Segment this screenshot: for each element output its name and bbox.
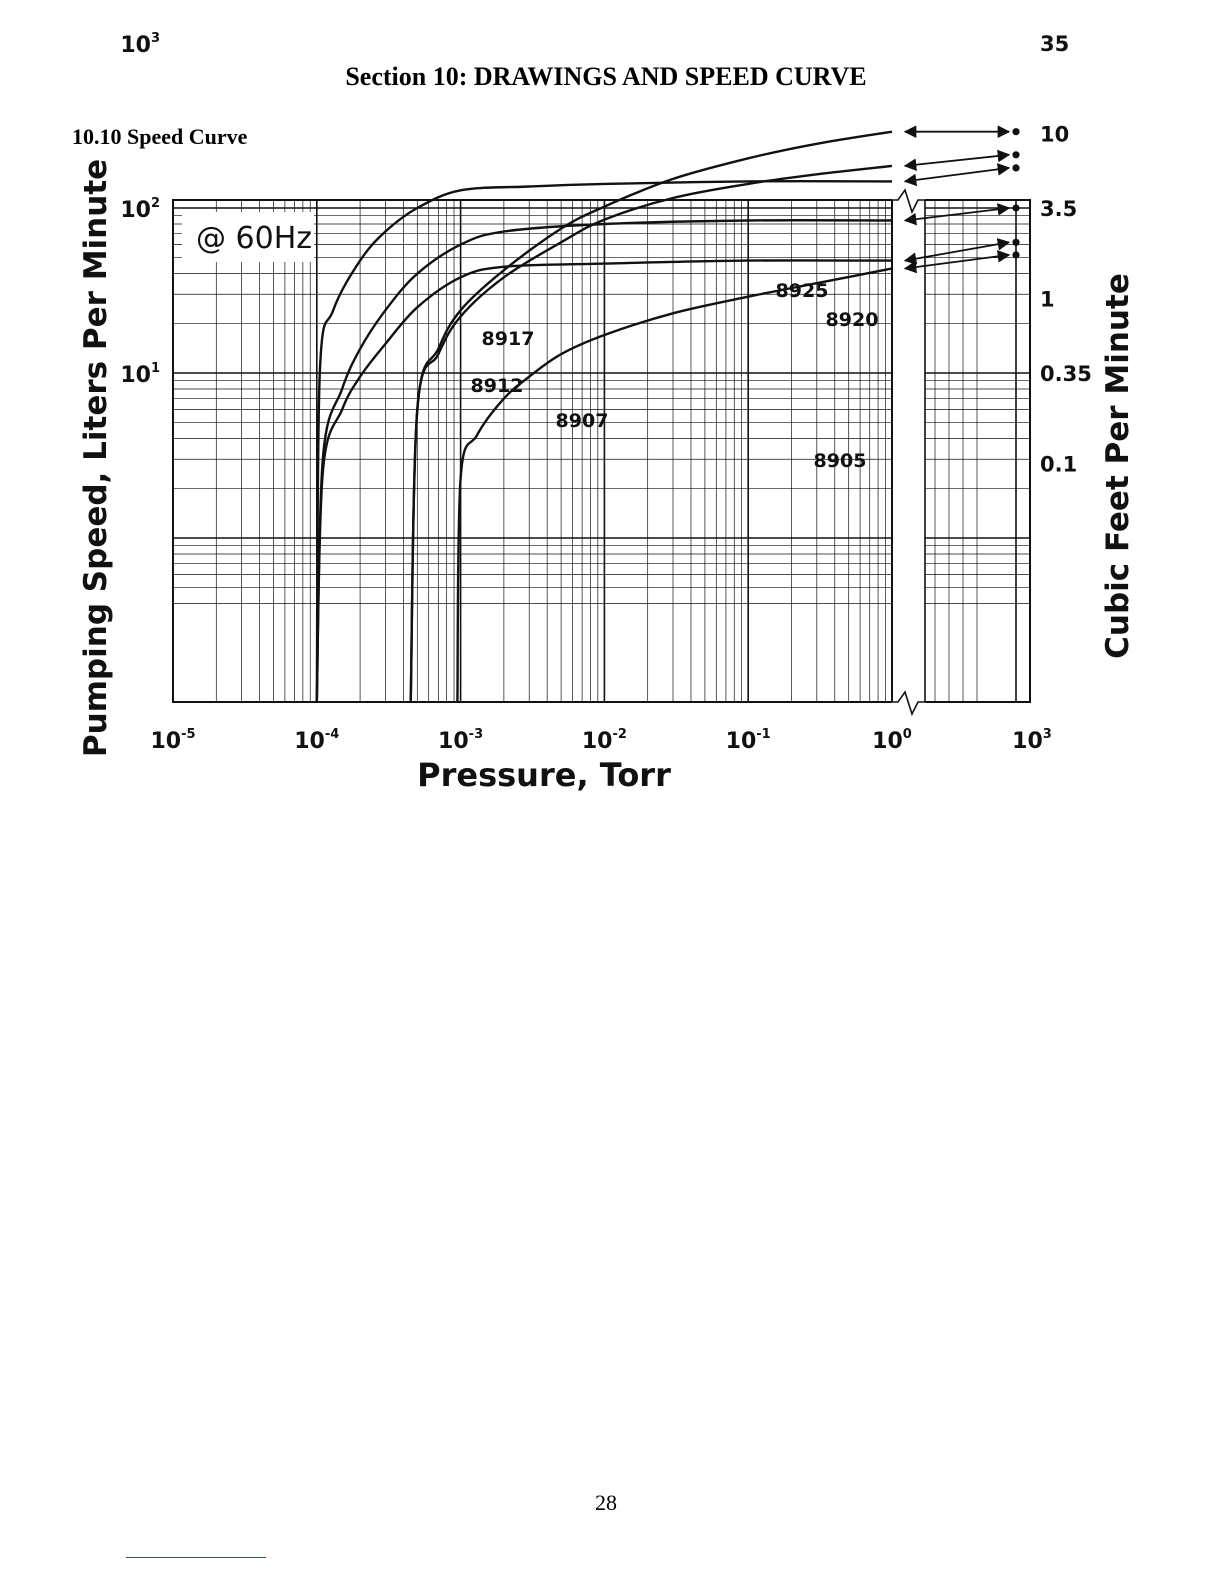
axis-break-mark-bottom xyxy=(890,690,927,717)
series-label-8925: 8925 xyxy=(776,280,829,302)
series-line-8917 xyxy=(315,180,893,703)
x-tick-label: 10-5 xyxy=(150,727,195,754)
x-tick-label: 10-2 xyxy=(582,727,627,754)
x-tick-label: 10-1 xyxy=(726,727,771,754)
series-line-8912 xyxy=(315,219,893,703)
x-tick-label: 103 xyxy=(1012,727,1052,754)
speed-curve-chart: @ 60Hz 8925 8920 8917 8912 8907 8905 10-5 10-4… xyxy=(78,31,1136,794)
atmosphere-point-8920 xyxy=(1012,151,1020,159)
tick-labels: 10-5 10-4 10-3 10-2 10-1 100 103 103 102 101 35 10 3… xyxy=(120,31,1092,754)
plot-frame xyxy=(172,199,1031,703)
atmosphere-arrows xyxy=(903,125,1020,274)
axis-break-gap xyxy=(892,196,925,706)
page-number: 28 xyxy=(595,1490,617,1515)
series-label-8920: 8920 xyxy=(826,309,879,331)
atmosphere-arrow-8917 xyxy=(903,163,1011,187)
series-labels: 8925 8920 8917 8912 8907 8905 xyxy=(471,280,879,472)
series-label-8907: 8907 xyxy=(556,410,609,432)
x-axis-label: Pressure, Torr xyxy=(417,756,671,794)
y-tick-label: 101 xyxy=(120,361,160,388)
series-label-8905: 8905 xyxy=(814,450,867,472)
x-tick-label: 10-4 xyxy=(294,727,339,754)
atmosphere-point-8925 xyxy=(1012,128,1020,136)
y-axis-right-label: Cubic Feet Per Minute xyxy=(1100,273,1136,659)
atmosphere-arrow-8905 xyxy=(903,250,1011,274)
atmosphere-arrow-8912 xyxy=(903,203,1011,226)
x-tick-label: 10-3 xyxy=(438,727,483,754)
footer-rule xyxy=(126,1557,266,1558)
y-tick-label: 103 xyxy=(120,31,160,58)
series-label-8912: 8912 xyxy=(471,375,524,397)
y-right-tick-label: 10 xyxy=(1040,123,1069,147)
series-lines xyxy=(315,130,893,703)
y-tick-label: 102 xyxy=(120,196,160,223)
y-right-tick-label: 35 xyxy=(1040,32,1069,56)
series-line-8920 xyxy=(409,164,893,703)
section-title: Section 10: DRAWINGS AND SPEED CURVE xyxy=(345,62,867,91)
annotation-box: @ 60Hz xyxy=(182,212,314,262)
series-line-8925 xyxy=(409,130,893,703)
atmosphere-point-8907 xyxy=(1012,238,1020,246)
y-right-tick-label: 0.35 xyxy=(1040,362,1092,386)
subsection-title: 10.10 Speed Curve xyxy=(72,124,248,149)
atmosphere-point-8917 xyxy=(1012,164,1020,172)
atmosphere-point-8905 xyxy=(1012,251,1020,259)
axis-break-mark-top xyxy=(890,188,927,215)
y-right-tick-label: 3.5 xyxy=(1040,197,1077,221)
x-tick-label: 100 xyxy=(872,727,912,754)
series-line-8907 xyxy=(315,259,893,703)
atmosphere-point-8912 xyxy=(1012,204,1020,212)
series-label-8917: 8917 xyxy=(482,328,535,350)
y-right-tick-label: 0.1 xyxy=(1040,453,1077,477)
y-axis-label: Pumping Speed, Liters Per Minute xyxy=(78,159,114,757)
y-right-tick-label: 1 xyxy=(1040,288,1055,312)
annotation-label: @ 60Hz xyxy=(196,221,312,256)
series-line-8905 xyxy=(456,267,893,703)
atmosphere-arrow-8920 xyxy=(903,149,1011,171)
